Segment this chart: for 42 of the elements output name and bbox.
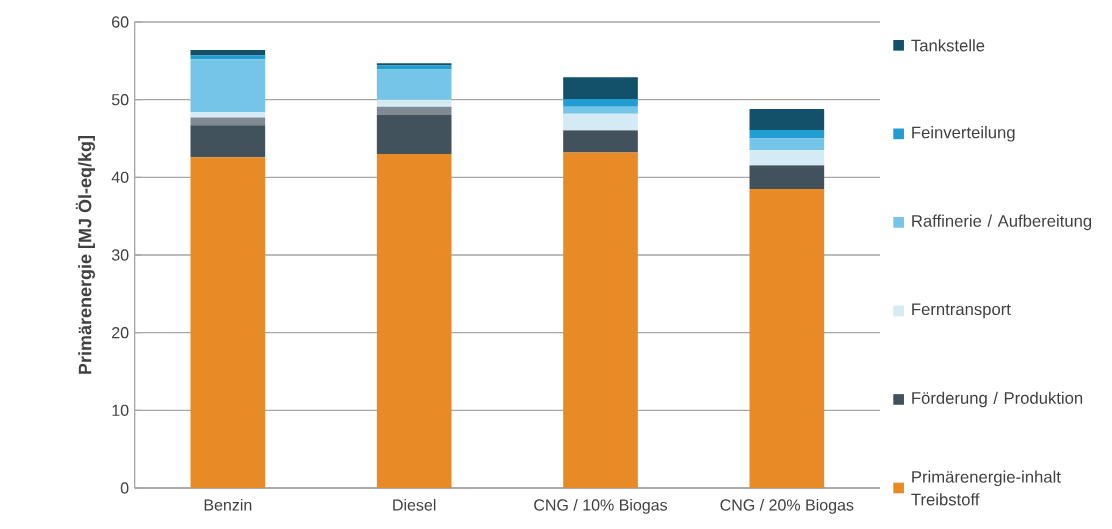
y-tick-label: 30 <box>111 249 129 261</box>
bar <box>190 49 266 56</box>
bar <box>190 156 266 488</box>
y-tick-label: 10 <box>112 404 129 416</box>
bar <box>749 165 825 189</box>
legend-label: Förderung / Produktion <box>912 391 1083 408</box>
bar <box>749 188 825 488</box>
legend-label: Ferntransport <box>912 303 1011 319</box>
bar <box>563 106 638 114</box>
bar <box>190 111 266 118</box>
bar <box>190 125 266 157</box>
bar <box>749 129 825 139</box>
bar <box>563 130 638 153</box>
bar <box>749 150 825 165</box>
bar <box>376 69 452 100</box>
y-tick-label: 0 <box>120 482 129 494</box>
x-tick-label: CNG / 10% Biogas <box>534 498 668 514</box>
bar <box>376 65 452 70</box>
x-tick-label: Benzin <box>204 498 252 511</box>
y-tick-label: 40 <box>111 171 129 183</box>
legend-label: Tankstelle <box>911 39 985 52</box>
y-axis-title: Primärenergie [MJ Öl-eq/kg] <box>75 135 96 374</box>
y-tick-label: 20 <box>112 326 129 339</box>
legend-label: Raffinerie / Aufbereitung <box>912 214 1092 230</box>
bar <box>563 152 638 488</box>
bar <box>376 106 452 115</box>
bar <box>563 113 638 130</box>
bar <box>190 59 266 112</box>
bar <box>563 98 638 107</box>
legend-label: Feinverteilung <box>912 125 1015 142</box>
bar <box>749 138 825 150</box>
bar <box>749 108 825 130</box>
bar <box>376 153 452 488</box>
legend-label: Primärenergie-inhalt Treibstoff <box>911 470 1061 506</box>
bar <box>563 77 638 99</box>
y-tick-label: 60 <box>112 16 129 28</box>
bar <box>376 114 452 154</box>
y-tick-label: 50 <box>111 93 129 106</box>
x-tick-label: Diesel <box>393 498 436 511</box>
x-tick-label: CNG / 20% Biogas <box>720 498 854 514</box>
bar <box>190 55 266 60</box>
bar <box>376 99 452 107</box>
